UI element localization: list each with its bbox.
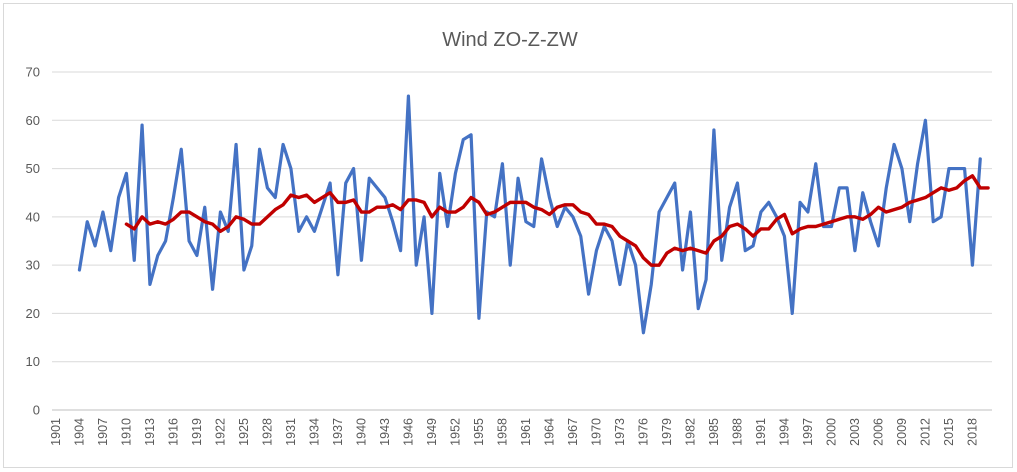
x-tick-label: 1976 [636,418,650,446]
x-tick-label: 1928 [260,418,274,446]
x-tick-label: 2003 [848,418,862,446]
series-line-moving-average [124,174,990,267]
x-tick-label: 1967 [566,418,580,446]
x-tick-label: 1949 [425,418,439,446]
x-tick-label: 1934 [307,418,321,446]
x-tick-label: 1973 [613,418,627,446]
x-tick-label: 2018 [965,418,979,446]
y-tick-label: 50 [26,161,40,176]
chart-title: Wind ZO-Z-ZW [442,29,578,51]
x-tick-label: 2009 [895,418,909,446]
x-tick-label: 1940 [354,418,368,446]
x-tick-label: 1931 [284,418,298,446]
y-axis-ticks: 0 10 20 30 40 50 60 70 [26,65,40,418]
x-tick-label: 1988 [730,418,744,446]
x-tick-label: 1997 [801,418,815,446]
x-tick-label: 1907 [96,418,110,446]
x-tick-label: 1955 [472,418,486,446]
y-tick-label: 40 [26,209,40,224]
x-tick-label: 1919 [190,418,204,446]
y-tick-label: 60 [26,113,40,128]
x-tick-label: 1952 [448,418,462,446]
x-tick-label: 1922 [213,418,227,446]
x-tick-label: 1925 [237,418,251,446]
x-tick-label: 2015 [942,418,956,446]
x-tick-label: 1910 [119,418,133,446]
y-tick-label: 20 [26,306,40,321]
x-tick-label: 2000 [824,418,838,446]
x-tick-label: 1982 [683,418,697,446]
x-tick-label: 1991 [754,418,768,446]
x-tick-label: 2012 [918,418,932,446]
x-tick-label: 1961 [519,418,533,446]
x-tick-label: 1913 [143,418,157,446]
x-tick-label: 1916 [166,418,180,446]
x-tick-label: 1970 [589,418,603,446]
x-tick-label: 1904 [72,418,86,446]
x-tick-label: 1985 [707,418,721,446]
gridlines [52,71,992,411]
x-tick-label: 1901 [49,418,63,446]
x-tick-label: 1964 [542,418,556,446]
x-tick-label: 1994 [777,418,791,446]
x-tick-label: 1946 [401,418,415,446]
y-tick-label: 70 [26,65,40,80]
y-tick-label: 0 [33,403,40,418]
series-line-annual [77,94,982,335]
x-tick-label: 1958 [495,418,509,446]
y-tick-label: 30 [26,258,40,273]
series-lines [77,94,990,335]
x-axis-ticks: 1901 1904 1907 1910 1913 1916 1919 1922 1925 1928… [49,418,980,446]
x-tick-label: 1937 [331,418,345,446]
x-tick-label: 1979 [660,418,674,446]
x-tick-label: 2006 [871,418,885,446]
x-tick-label: 1943 [378,418,392,446]
y-tick-label: 10 [26,354,40,369]
